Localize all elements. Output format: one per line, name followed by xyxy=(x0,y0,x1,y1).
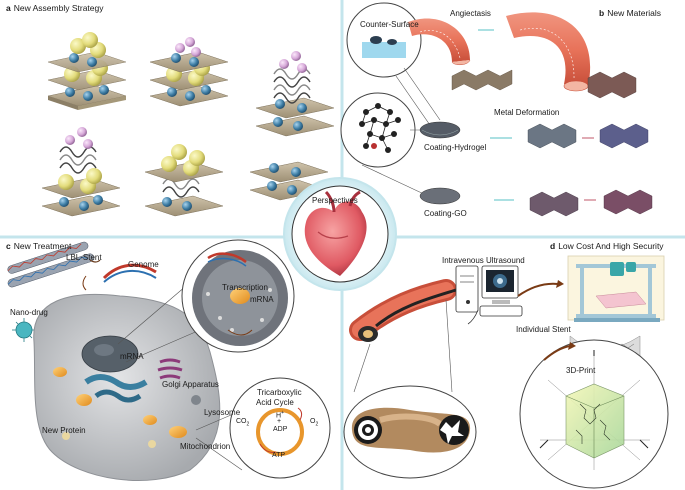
panel-a-title: New Assembly Strategy xyxy=(13,3,104,13)
label-coating-go: Coating-GO xyxy=(424,209,467,218)
label-h-text: H xyxy=(276,412,282,420)
label-mitochondrion: Mitochondrion xyxy=(180,442,231,451)
label-h-plus: H+ xyxy=(276,410,284,419)
label-individual-stent: Individual Stent xyxy=(516,325,571,334)
label-mrna-inset: mRNA xyxy=(250,295,274,304)
label-lbl-stent: LBL-Stent xyxy=(66,253,102,262)
label-transcription: Transcription xyxy=(222,283,268,292)
label-tca-line1: Tricarboxylic xyxy=(257,388,302,397)
label-metal-deformation: Metal Deformation xyxy=(494,108,560,117)
panel-d-letter: d xyxy=(550,241,556,251)
panel-d-title: Low Cost And High Security xyxy=(558,241,664,251)
panel-b-header: b New Materials xyxy=(599,8,661,18)
label-new-protein: New Protein xyxy=(42,426,86,435)
label-atp: ATP xyxy=(272,452,286,459)
label-lysosome: Lysosome xyxy=(204,408,241,417)
label-tca-line2: Acid Cycle xyxy=(256,398,294,407)
label-intravenous-ultrasound: Intravenous Ultrasound xyxy=(442,256,525,265)
label-o2: O2 xyxy=(310,418,318,427)
label-o2-text: O xyxy=(310,418,316,425)
label-adp: ADP xyxy=(273,426,288,433)
label-o2-sub: 2 xyxy=(315,421,319,428)
label-plus: + xyxy=(277,418,282,425)
center-title: Perspectives xyxy=(312,196,358,205)
label-genome: Genome xyxy=(128,260,159,269)
label-h-sup: + xyxy=(281,410,284,416)
panel-c-header: c New Treatment xyxy=(6,241,71,251)
panel-c-letter: c xyxy=(6,241,11,251)
label-coating-hydrogel: Coating-Hydrogel xyxy=(424,143,487,152)
materials-graphics xyxy=(340,2,653,217)
panel-a-header: a New Assembly Strategy xyxy=(6,3,104,13)
panel-c-title: New Treatment xyxy=(13,241,72,251)
assembly-stacks xyxy=(41,32,335,217)
panel-b-title: New Materials xyxy=(607,8,662,18)
label-mrna: mRNA xyxy=(120,352,144,361)
low-cost-graphics xyxy=(343,255,669,489)
label-golgi-apparatus: Golgi Apparatus xyxy=(162,380,219,389)
treatment-graphics xyxy=(7,239,331,481)
panel-a-letter: a xyxy=(6,3,11,13)
label-counter-surface: Counter-Surface xyxy=(360,20,419,29)
panel-d-header: d Low Cost And High Security xyxy=(550,241,664,251)
label-nano-drug: Nano-drug xyxy=(10,308,48,317)
label-angiectasis: Angiectasis xyxy=(450,9,491,18)
label-co2: CO2 xyxy=(236,418,249,427)
label-co2-text: CO xyxy=(236,418,247,425)
perspectives-hub xyxy=(283,177,397,291)
label-3d-print: 3D-Print xyxy=(566,366,596,375)
panel-b-letter: b xyxy=(599,8,605,18)
label-co2-sub: 2 xyxy=(246,421,250,428)
